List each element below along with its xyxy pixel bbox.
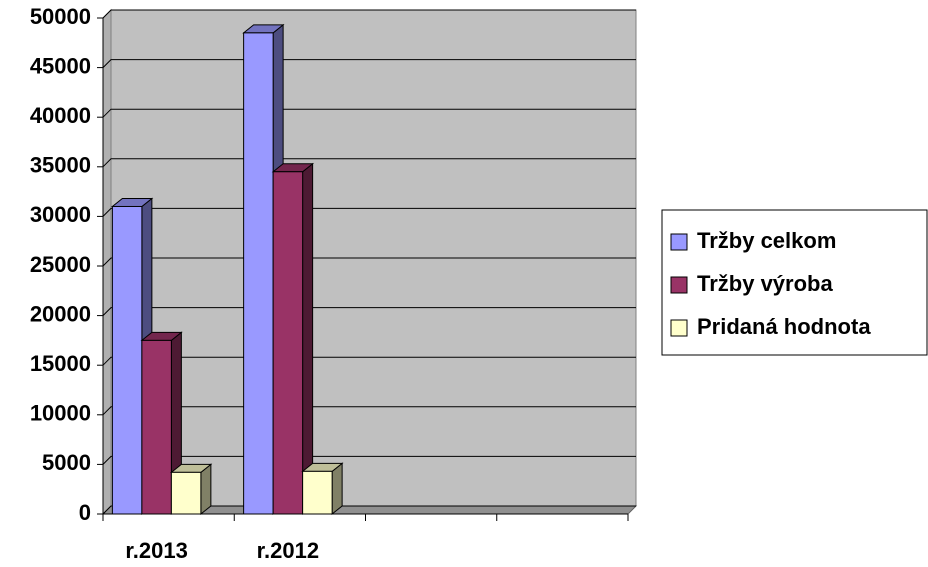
legend-label: Pridaná hodnota	[697, 314, 871, 339]
bar-front	[111, 205, 143, 515]
bar	[301, 462, 344, 516]
x-tick-label: r.2012	[257, 538, 319, 563]
y-tick-label: 30000	[30, 202, 91, 227]
bar-side	[200, 463, 212, 516]
grid-line	[102, 9, 636, 19]
bar	[271, 162, 315, 516]
y-tick-label: 0	[79, 500, 91, 525]
y-tick-label: 20000	[30, 301, 91, 326]
bar-front	[243, 32, 274, 515]
grid-line	[102, 158, 636, 168]
y-tick-label: 10000	[30, 401, 91, 426]
y-tick-label: 35000	[30, 153, 91, 178]
grid-line	[102, 257, 636, 267]
bar-front	[170, 471, 202, 515]
grid-line	[102, 406, 636, 416]
grid-line	[102, 307, 636, 316]
bar	[169, 463, 213, 516]
legend-swatch	[670, 233, 688, 251]
y-tick-label: 50000	[30, 4, 91, 29]
legend-box	[661, 209, 928, 356]
y-tick-label: 45000	[30, 53, 91, 78]
y-tick-label: 25000	[30, 252, 91, 277]
grid-line	[102, 59, 636, 68]
grid-line	[102, 455, 636, 465]
grid-line	[102, 505, 636, 515]
y-tick-label: 15000	[30, 351, 91, 376]
grid-line	[102, 108, 636, 118]
bar-front	[302, 470, 333, 515]
plot-wall: 0 5000 10000 15000 20000 25000 30000 35000 40000…	[30, 4, 638, 563]
grid-line	[102, 207, 636, 217]
bar-front	[141, 339, 172, 515]
bar-side	[302, 162, 314, 516]
bar-side	[331, 462, 343, 516]
x-tick-label: r.2013	[125, 538, 187, 563]
bar-front	[272, 171, 304, 515]
legend: Tržby celkom Tržby výroba Pridaná hodnota	[661, 209, 928, 356]
plot	[110, 23, 344, 516]
legend-swatch	[670, 319, 688, 337]
legend-label: Tržby celkom	[697, 228, 836, 253]
y-tick-label: 40000	[30, 103, 91, 128]
y-tick-label: 5000	[42, 450, 91, 475]
legend-label: Tržby výroba	[697, 271, 833, 296]
grid-line	[102, 356, 636, 366]
legend-swatch	[670, 276, 688, 294]
